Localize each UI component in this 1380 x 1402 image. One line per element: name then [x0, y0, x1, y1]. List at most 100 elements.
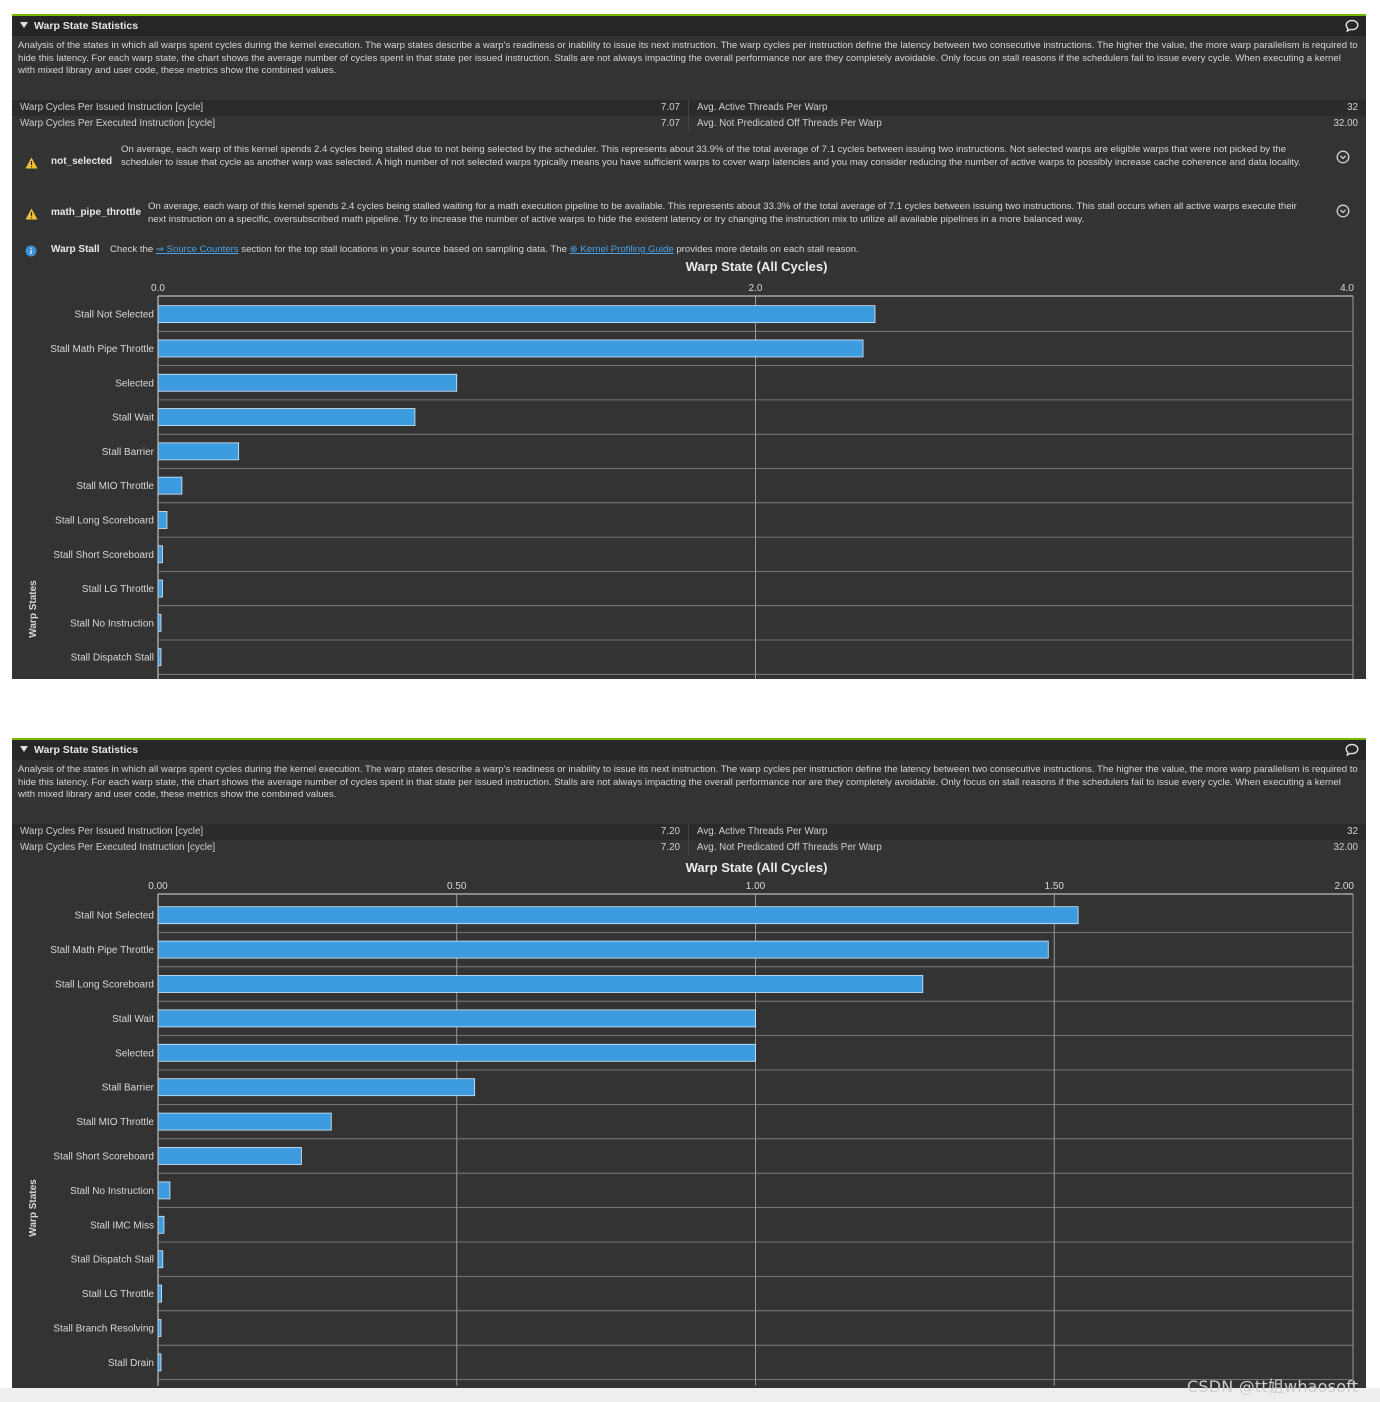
y-category-label: Stall IMC Miss: [90, 1220, 154, 1231]
x-tick-label: 0.50: [447, 881, 467, 892]
rule-name: not_selected: [51, 156, 113, 167]
metric-label: Warp Cycles Per Executed Instruction [cy…: [20, 118, 216, 129]
rule-name: math_pipe_throttle: [51, 207, 142, 218]
y-category-label: Stall No Instruction: [70, 618, 154, 629]
y-category-label: Stall No Instruction: [70, 1186, 154, 1197]
comment-icon[interactable]: [1344, 18, 1360, 34]
metric-value: 32.00: [1333, 842, 1358, 853]
metric-label: Avg. Active Threads Per Warp: [697, 826, 828, 837]
warp-state-chart-2: Warp State (All Cycles) 0.00 0.50 1.00 1.50 2…: [28, 860, 1354, 1386]
metric-value: 7.07: [660, 102, 680, 113]
bar: [157, 408, 416, 426]
bar: [157, 511, 168, 529]
metric-row: Warp Cycles Per Executed Instruction [cy…: [12, 840, 1366, 856]
y-category-label: Stall Wait: [112, 1014, 154, 1025]
y-category-label: Stall Long Scoreboard: [55, 980, 154, 991]
section-header[interactable]: Warp State Statistics: [12, 740, 1366, 760]
y-category-label: Stall Not Selected: [75, 310, 155, 321]
metric-label: Warp Cycles Per Executed Instruction [cy…: [20, 842, 216, 853]
y-category-label: Stall Short Scoreboard: [53, 1152, 154, 1163]
rule-math-pipe-throttle: math_pipe_throttle On average, each warp…: [12, 200, 1366, 236]
bar: [157, 1215, 165, 1234]
bar: [157, 1147, 302, 1165]
y-category-label: Stall Math Pipe Throttle: [50, 344, 154, 355]
y-category-label: Stall Long Scoreboard: [55, 515, 154, 526]
bar: [157, 339, 864, 358]
y-category-label: Stall Math Pipe Throttle: [50, 945, 154, 956]
y-category-label: Stall Barrier: [102, 1083, 155, 1094]
metric-row: Warp Cycles Per Issued Instruction [cycl…: [12, 100, 1366, 116]
x-tick-label: 1.50: [1045, 881, 1065, 892]
bar: [157, 373, 458, 392]
metric-value: 7.20: [660, 842, 680, 853]
y-category-label: Stall Not Selected: [75, 911, 155, 922]
collapse-triangle-icon[interactable]: [20, 746, 28, 752]
metric-label: Avg. Not Predicated Off Threads Per Warp: [697, 118, 882, 129]
y-category-label: Stall Barrier: [102, 447, 155, 458]
bar: [157, 906, 1079, 925]
metric-value: 7.07: [660, 118, 680, 129]
metric-row: Warp Cycles Per Executed Instruction [cy…: [12, 116, 1366, 132]
metric-label: Warp Cycles Per Issued Instruction [cycl…: [20, 826, 204, 837]
metric-label: Avg. Active Threads Per Warp: [697, 102, 828, 113]
metric-label: Avg. Not Predicated Off Threads Per Warp: [697, 842, 882, 853]
warp-state-chart-1: Warp State (All Cycles) 0.0 2.0 4.0 Stall No…: [28, 259, 1354, 679]
y-category-label: Stall Dispatch Stall: [71, 653, 154, 664]
x-tick-label: 0.00: [148, 881, 168, 892]
bar: [157, 579, 163, 598]
chart-title: Warp State (All Cycles): [686, 860, 828, 875]
warp-state-panel-2: Warp State Statistics Analysis of the st…: [12, 738, 1366, 1388]
y-category-label: Stall Short Scoreboard: [53, 550, 154, 561]
rule-text: On average, each warp of this kernel spe…: [148, 201, 1297, 225]
y-category-label: Stall Wait: [112, 413, 154, 424]
collapse-triangle-icon[interactable]: [20, 22, 28, 28]
y-category-label: Selected: [115, 1048, 154, 1059]
metric-label: Warp Cycles Per Issued Instruction [cycl…: [20, 102, 204, 113]
watermark: CSDN @tt姐whaosoft: [1187, 1377, 1359, 1396]
x-tick-label: 4.0: [1340, 283, 1354, 294]
y-category-label: Stall LG Throttle: [82, 584, 155, 595]
page-bottom-strip: [0, 1388, 1380, 1402]
bar: [157, 1181, 171, 1200]
expand-icon[interactable]: [1336, 150, 1350, 164]
y-category-label: Stall Branch Resolving: [53, 1324, 154, 1335]
rule-not-selected: not_selected On average, each warp of th…: [12, 142, 1366, 198]
bar: [157, 545, 163, 564]
metric-value: 32.00: [1333, 118, 1358, 129]
bar: [157, 940, 1049, 959]
section-header[interactable]: Warp State Statistics: [12, 16, 1366, 36]
x-tick-label: 2.0: [749, 283, 763, 294]
bar: [157, 305, 876, 324]
y-category-label: Stall Drain: [108, 1358, 154, 1369]
y-category-label: Selected: [115, 378, 154, 389]
source-counters-link[interactable]: ⇒ Source Counters: [155, 244, 239, 255]
bar: [157, 1009, 756, 1028]
rule-text: Check the ⇒ Source Counters section for …: [110, 244, 859, 255]
section-title: Warp State Statistics: [34, 744, 139, 756]
rule-text: On average, each warp of this kernel spe…: [121, 144, 1301, 168]
chart-title: Warp State (All Cycles): [686, 259, 828, 274]
rule-warp-stall: Warp Stall Check the ⇒ Source Counters s…: [12, 242, 1366, 264]
warp-state-panel-1: Warp State Statistics Analysis of the st…: [12, 14, 1366, 679]
y-category-label: Stall LG Throttle: [82, 1289, 155, 1300]
y-category-label: Stall MIO Throttle: [76, 1117, 154, 1128]
metric-value: 32: [1347, 102, 1358, 113]
bar: [157, 1250, 164, 1269]
x-tick-label: 1.00: [746, 881, 766, 892]
comment-icon[interactable]: [1344, 742, 1360, 758]
x-tick-label: 0.0: [151, 283, 165, 294]
bar: [157, 975, 924, 993]
section-title: Warp State Statistics: [34, 20, 139, 32]
warning-icon: [25, 208, 38, 220]
y-axis-label: Warp States: [28, 1179, 39, 1237]
info-icon: [25, 245, 37, 257]
metric-value: 32: [1347, 826, 1358, 837]
metric-row: Warp Cycles Per Issued Instruction [cycl…: [12, 824, 1366, 840]
section-description: Analysis of the states in which all warp…: [18, 764, 1358, 801]
kernel-profiling-guide-link[interactable]: ⊕ Kernel Profiling Guide: [569, 244, 674, 255]
expand-icon[interactable]: [1336, 204, 1350, 218]
metric-value: 7.20: [660, 826, 680, 837]
bar: [157, 442, 240, 461]
y-category-label: Stall Dispatch Stall: [71, 1255, 154, 1266]
bar: [157, 1043, 756, 1062]
